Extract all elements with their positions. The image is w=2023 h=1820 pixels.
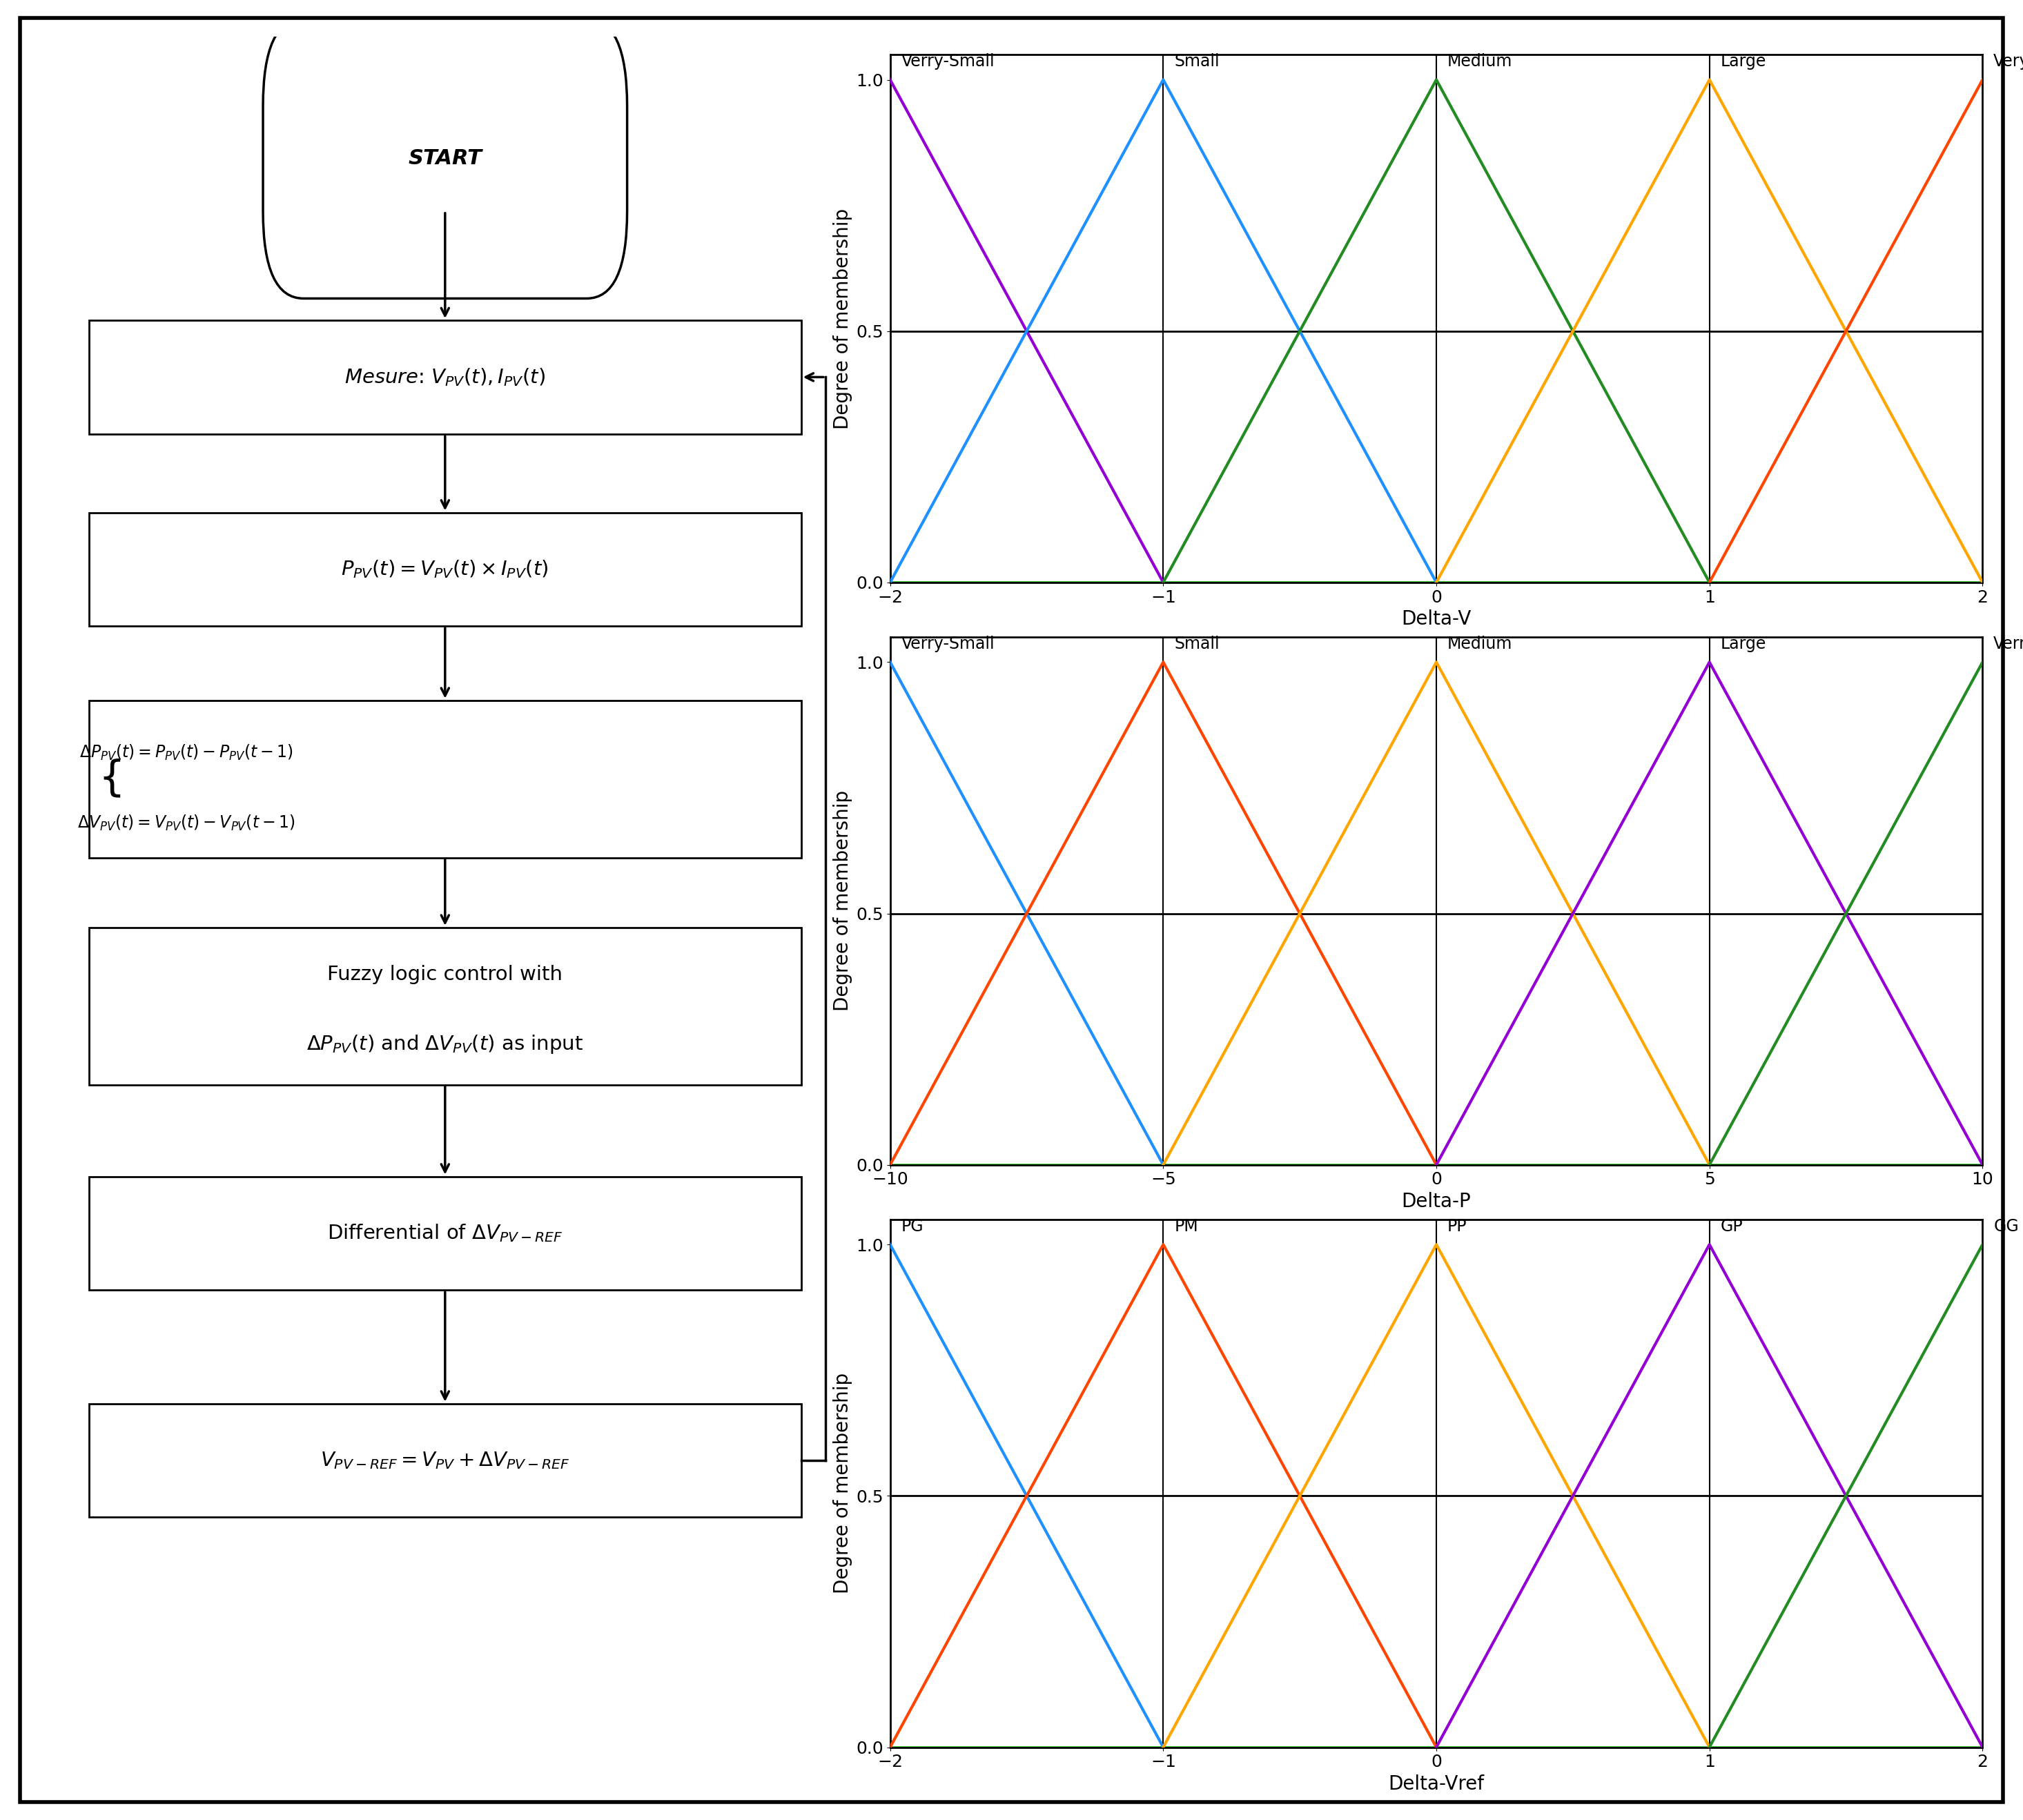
Text: Differential of $\Delta V_{PV-REF}$: Differential of $\Delta V_{PV-REF}$ xyxy=(328,1223,562,1243)
Y-axis label: Degree of membership: Degree of membership xyxy=(833,790,852,1012)
Text: Medium: Medium xyxy=(1446,635,1513,652)
Text: Large: Large xyxy=(1720,635,1766,652)
Text: $\Delta V_{PV}(t) = V_{PV}(t) - V_{PV}(t-1)$: $\Delta V_{PV}(t) = V_{PV}(t) - V_{PV}(t… xyxy=(77,814,295,832)
Text: Verry-Small: Verry-Small xyxy=(900,53,995,69)
Text: GG: GG xyxy=(1993,1218,2019,1234)
Text: $\mathit{Mesure}$: $V_{PV}(t), I_{PV}(t)$: $\mathit{Mesure}$: $V_{PV}(t), I_{PV}(t)… xyxy=(344,366,546,388)
Y-axis label: Degree of membership: Degree of membership xyxy=(833,1372,852,1594)
Text: PG: PG xyxy=(900,1218,925,1234)
Text: Fuzzy logic control with: Fuzzy logic control with xyxy=(328,965,562,985)
X-axis label: Delta-V: Delta-V xyxy=(1402,610,1471,630)
Text: $P_{PV}(t) = V_{PV}(t) \times I_{PV}(t)$: $P_{PV}(t) = V_{PV}(t) \times I_{PV}(t)$ xyxy=(342,559,548,581)
Text: Very-large: Very-large xyxy=(1993,53,2023,69)
Y-axis label: Degree of membership: Degree of membership xyxy=(833,207,852,430)
Text: $V_{PV-REF} = V_{PV} + \Delta V_{PV-REF}$: $V_{PV-REF} = V_{PV} + \Delta V_{PV-REF}… xyxy=(320,1451,570,1471)
Text: Small: Small xyxy=(1173,635,1220,652)
Bar xyxy=(89,1403,801,1518)
Text: Large: Large xyxy=(1720,53,1766,69)
Bar xyxy=(89,701,801,857)
Text: START: START xyxy=(409,149,481,169)
Text: $\Delta P_{PV}(t)$ and $\Delta V_{PV}(t)$ as input: $\Delta P_{PV}(t)$ and $\Delta V_{PV}(t)… xyxy=(307,1034,583,1056)
Text: $\{$: $\{$ xyxy=(97,759,121,799)
Text: PM: PM xyxy=(1173,1218,1198,1234)
FancyBboxPatch shape xyxy=(263,18,627,298)
Text: Verry-Large: Verry-Large xyxy=(1993,635,2023,652)
Bar xyxy=(89,320,801,433)
Text: Medium: Medium xyxy=(1446,53,1513,69)
X-axis label: Delta-P: Delta-P xyxy=(1402,1192,1471,1212)
Text: Verry-Small: Verry-Small xyxy=(900,635,995,652)
Bar xyxy=(89,1176,801,1290)
Text: Small: Small xyxy=(1173,53,1220,69)
Bar xyxy=(89,513,801,626)
X-axis label: Delta-Vref: Delta-Vref xyxy=(1388,1774,1485,1795)
Text: $\Delta P_{PV}(t) = P_{PV}(t) - P_{PV}(t-1)$: $\Delta P_{PV}(t) = P_{PV}(t) - P_{PV}(t… xyxy=(79,743,293,763)
Bar xyxy=(89,928,801,1085)
Text: PP: PP xyxy=(1446,1218,1467,1234)
Text: GP: GP xyxy=(1720,1218,1744,1234)
